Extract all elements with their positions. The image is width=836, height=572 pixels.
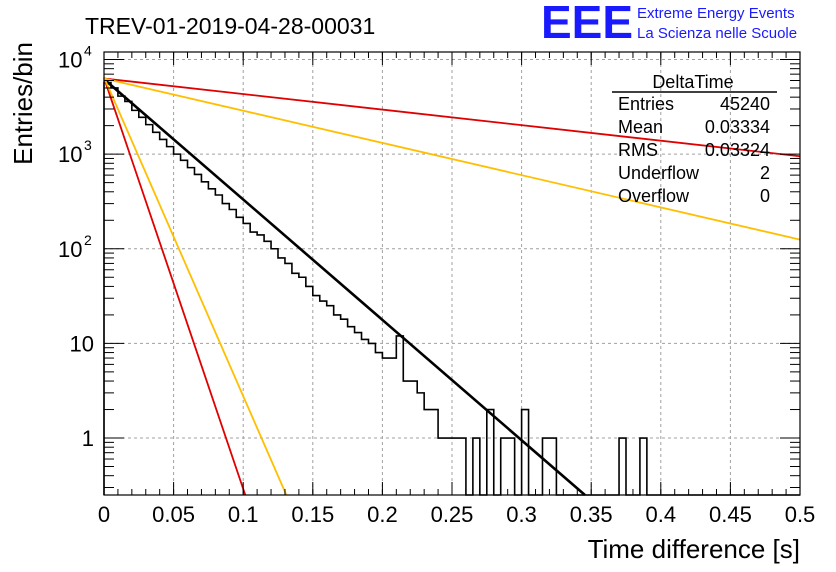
x-tick-label: 0.1 [228, 502, 259, 527]
y-tick-label: 10 [58, 47, 82, 72]
x-tick-label: 0.4 [646, 502, 677, 527]
plot-title: TREV-01-2019-04-28-00031 [85, 13, 375, 39]
x-tick-label: 0.25 [431, 502, 474, 527]
fit-line [103, 76, 288, 496]
fit-line [103, 78, 586, 496]
x-tick-label: 0.45 [709, 502, 752, 527]
y-tick-exponent: 2 [84, 232, 92, 248]
stats-value: 2 [760, 163, 770, 183]
stats-title: DeltaTime [652, 72, 733, 92]
fit-line [103, 77, 801, 158]
x-tick-label: 0 [98, 502, 110, 527]
x-tick-label: 0.3 [506, 502, 537, 527]
stats-value: 0.03334 [705, 117, 770, 137]
y-tick-label: 10 [58, 237, 82, 262]
y-tick-exponent: 3 [84, 137, 92, 153]
y-axis-label: Entries/bin [8, 42, 38, 165]
stats-box: DeltaTime Entries 45240 Mean 0.03334 RMS… [612, 72, 777, 206]
stats-value: 0 [760, 186, 770, 206]
y-tick-exponent: 4 [84, 42, 92, 58]
logo-line-2: La Scienza nelle Scuole [637, 25, 797, 42]
x-tick-label: 0.2 [367, 502, 398, 527]
logo-mark: EEE [541, 0, 633, 48]
x-tick-label: 0.15 [291, 502, 334, 527]
stats-value: 45240 [720, 94, 770, 114]
stats-label: RMS [618, 140, 658, 160]
stats-label: Overflow [618, 186, 690, 206]
axis-ticks: 0 0.05 0.1 0.15 0.2 0.25 0.3 0.35 0.4 0.45 0.5 1 10 1… [58, 42, 815, 527]
x-axis-label: Time difference [s] [588, 534, 800, 564]
stats-label: Underflow [618, 163, 700, 183]
eee-logo: EEE Extreme Energy Events La Scienza nel… [541, 0, 797, 48]
stats-value: 0.03324 [705, 140, 770, 160]
x-tick-label: 0.35 [570, 502, 613, 527]
fit-line [103, 77, 801, 241]
fit-lines [103, 76, 801, 496]
stats-label: Entries [618, 94, 674, 114]
stats-label: Mean [618, 117, 663, 137]
grid [104, 52, 800, 495]
y-tick-label: 10 [58, 142, 82, 167]
x-tick-label: 0.05 [152, 502, 195, 527]
fit-line [103, 77, 247, 496]
y-tick-label: 10 [70, 331, 94, 356]
y-tick-label: 1 [82, 426, 94, 451]
x-tick-label: 0.5 [785, 502, 816, 527]
logo-line-1: Extreme Energy Events [637, 5, 795, 22]
